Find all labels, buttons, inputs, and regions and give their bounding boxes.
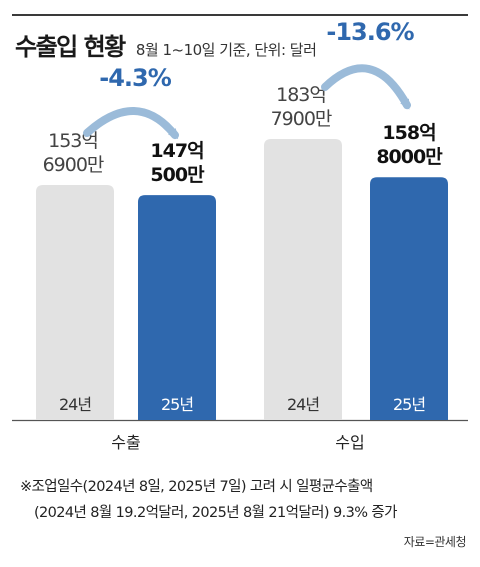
data-label: 8000만: [376, 146, 443, 168]
data-label: 147억: [150, 140, 203, 162]
data-label: 183억: [276, 84, 326, 106]
change-arrow: [83, 107, 179, 140]
change-percent-label: -13.6%: [326, 18, 414, 46]
chart-header: 수출입 현황 8월 1~10일 기준, 단위: 달러: [15, 27, 317, 62]
top-rule: [12, 14, 468, 16]
footnote-line-1: ※조업일수(2024년 8일, 2025년 7일) 고려 시 일평균수출액: [20, 479, 373, 495]
chart-title: 수출입 현황: [15, 33, 126, 61]
category-label: 25년: [161, 395, 193, 414]
group-label: 수출: [111, 433, 140, 452]
data-label: 6900만: [43, 154, 104, 176]
bar-2024-import: [264, 139, 342, 420]
group-label: 수입: [335, 433, 364, 452]
source-note: 자료=관세청: [403, 535, 467, 549]
data-label: 7900만: [271, 108, 332, 130]
category-label: 24년: [287, 395, 319, 414]
data-label: 158억: [382, 122, 435, 144]
change-arrow: [321, 64, 411, 110]
bar-2025-import: [370, 177, 448, 420]
data-label: 500만: [150, 164, 205, 186]
bar-2025-export: [138, 195, 216, 420]
category-label: 25년: [393, 395, 425, 414]
change-percent-label: -4.3%: [99, 64, 171, 92]
footnote-line-2: (2024년 8월 19.2억달러, 2025년 8월 21억달러) 9.3% …: [34, 505, 398, 521]
category-label: 24년: [59, 395, 91, 414]
bar-2024-export: [36, 185, 114, 420]
chart-subtitle: 8월 1~10일 기준, 단위: 달러: [135, 41, 317, 59]
